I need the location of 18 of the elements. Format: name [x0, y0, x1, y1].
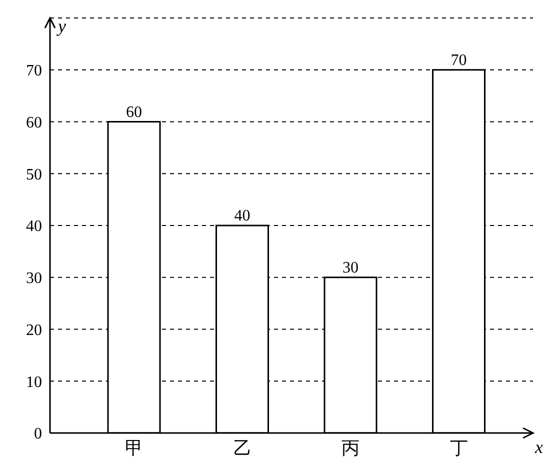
y-tick-label: 70	[26, 62, 42, 80]
data-label: 60	[126, 104, 142, 121]
y-tick-label: 60	[26, 114, 42, 132]
y-tick-label: 30	[26, 270, 42, 288]
data-label: 30	[342, 259, 358, 276]
x-tick-label: 乙	[233, 438, 252, 458]
x-tick-label: 丙	[342, 438, 360, 458]
y-tick-label: 0	[34, 426, 42, 443]
y-axis-title: y	[56, 16, 66, 36]
y-tick-label: 10	[26, 374, 42, 391]
data-label: 70	[450, 52, 467, 69]
y-tick-label: 20	[26, 322, 42, 339]
y-tick-label: 40	[26, 218, 42, 236]
x-tick-label: 丁	[450, 438, 468, 458]
x-tick-label: 甲	[125, 438, 144, 458]
y-tick-label: 50	[26, 166, 42, 184]
x-axis-title: x	[534, 437, 543, 457]
data-label: 40	[234, 208, 250, 224]
